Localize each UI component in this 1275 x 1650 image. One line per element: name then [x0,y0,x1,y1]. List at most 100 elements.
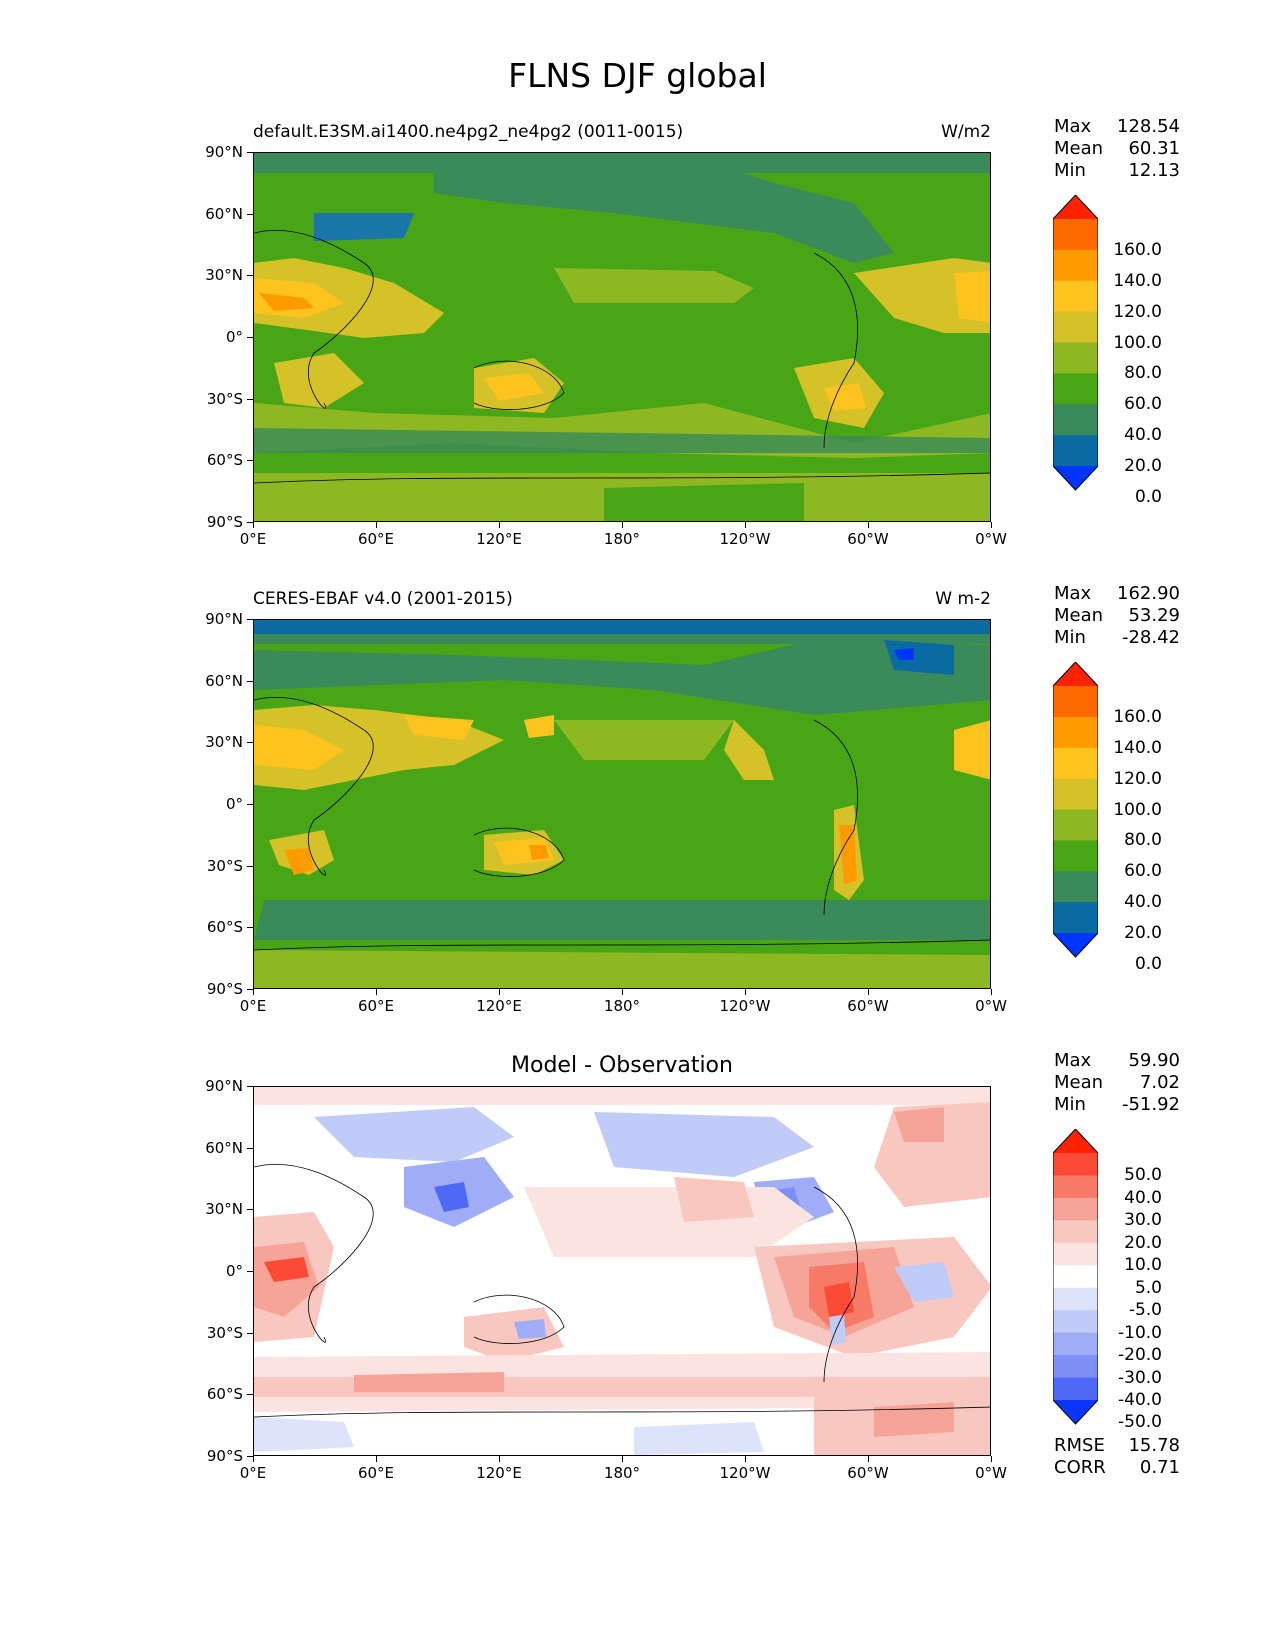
x-tick-label: 60°E [357,530,395,548]
colorbar-tick-label: 80.0 [1124,830,1162,851]
y-tick-label: 30°N [205,1200,243,1219]
x-tick-label: 180° [603,1464,641,1482]
y-tick-label: 90°S [206,1447,243,1465]
x-tick-mark [376,522,377,528]
colorbar-segment [1053,1287,1098,1311]
colorbar-tick-label: 50.0 [1124,1165,1162,1186]
x-tick-label: 0°E [239,997,267,1015]
stat-mean-label: Mean [1054,138,1104,159]
stat-mean-label: Mean [1054,605,1104,626]
metrics-box: RMSE 15.78 CORR 0.71 [1054,1435,1180,1479]
x-tick-label: 120°W [719,997,771,1015]
x-tick-mark [499,989,500,995]
x-tick-mark [991,1456,992,1462]
stat-mean: 7.02 [1139,1072,1180,1093]
x-tick-mark [991,989,992,995]
colorbar-segment [1053,778,1098,810]
colorbar-segment [1053,686,1098,718]
colorbar-segment [1053,249,1098,282]
colorbar-tick-label: 20.0 [1124,1232,1162,1253]
map-model-field [254,153,990,521]
stat-min-label: Min [1054,627,1086,648]
colorbar-tick-label: 20.0 [1124,923,1162,943]
x-tick-mark [253,989,254,995]
colorbar-segment [1053,1377,1098,1401]
y-tick-label: 90°S [206,513,243,531]
y-tick-mark [247,1086,253,1087]
x-tick-mark [622,1456,623,1462]
y-tick-label: 60°S [206,1385,243,1404]
x-tick-mark [868,522,869,528]
rmse-value: 15.78 [1128,1435,1180,1456]
colorbar-segment [1053,1332,1098,1356]
map-model [253,152,991,522]
y-tick-mark [247,989,253,990]
x-tick-mark [376,989,377,995]
colorbar-tick-label: 20.0 [1124,456,1162,476]
colorbar-segment [1053,1242,1098,1266]
colorbar-tick-label: 80.0 [1124,363,1162,384]
colorbar-segment [1053,1220,1098,1244]
colorbar-tick-label: 10.0 [1124,1255,1162,1276]
map-difference [253,1086,991,1456]
colorbar-segment [1053,373,1098,405]
x-tick-label: 120°E [476,997,522,1015]
y-tick-mark [247,213,253,215]
colorbar-tick-label: -30.0 [1118,1367,1162,1388]
panel-observation: CERES-EBAF v4.0 (2001-2015) W m-2 [0,0,1275,989]
colorbar-tick-label: 0.0 [1134,486,1162,507]
x-tick-label: 0°W [975,997,1007,1015]
x-tick-label: 120°W [719,530,771,548]
colorbar-tick-label: 0.0 [1134,953,1162,974]
colorbar-segment [1053,871,1098,903]
y-tick-mark [247,865,253,867]
colorbar-segment [1053,747,1098,780]
y-tick-mark [247,1394,253,1396]
colorbar-tick-label: 120.0 [1113,768,1162,789]
colorbar-extend-bottom [1053,1400,1098,1424]
x-tick-label: 180° [603,997,641,1015]
x-tick-label: 60°W [847,530,889,548]
x-tick-mark [499,1456,500,1462]
stat-mean: 53.29 [1128,605,1180,626]
y-tick-mark [247,337,253,338]
x-tick-mark [499,522,500,528]
stat-max: 59.90 [1128,1050,1180,1071]
y-tick-mark [247,1147,253,1149]
colorbar-tick-label: 40.0 [1124,892,1162,913]
x-tick-label: 0°E [239,1464,267,1482]
y-tick-mark [247,522,253,523]
x-tick-label: 60°W [847,1464,889,1482]
colorbar-segment [1053,902,1098,934]
x-tick-label: 180° [603,530,641,548]
y-tick-mark [247,398,253,400]
y-tick-label: 30°N [205,733,243,752]
y-tick-label: 90°N [205,143,243,161]
stat-mean-label: Mean [1054,1072,1104,1093]
x-tick-mark [868,989,869,995]
y-tick-mark [247,152,253,153]
panel-subtitle-left: default.E3SM.ai1400.ne4pg2_ne4pg2 (0011-… [253,122,684,142]
x-tick-label: 0°W [975,530,1007,548]
y-tick-label: 30°S [206,1323,243,1342]
x-tick-label: 120°W [719,1464,771,1482]
map-observation [253,619,991,989]
x-tick-label: 0°W [975,1464,1007,1482]
y-tick-mark [247,460,253,462]
colorbar-segment [1053,1310,1098,1334]
y-tick-mark [247,1332,253,1334]
y-tick-label: 30°N [205,266,243,285]
panel-difference: Model - Observation [0,0,1275,1478]
x-tick-mark [622,522,623,528]
stat-min: -28.42 [1121,627,1180,648]
colorbar-tick-label: -5.0 [1128,1300,1162,1321]
y-tick-label: 60°S [206,451,243,470]
corr-label: CORR [1054,1457,1106,1478]
y-tick-mark [247,1271,253,1272]
colorbar-segment [1053,311,1098,343]
colorbar-segment [1053,404,1098,436]
colorbar-extend-bottom [1053,466,1098,490]
y-tick-label: 0° [225,1262,243,1280]
colorbar-segment [1053,1265,1098,1289]
x-tick-mark [376,1456,377,1462]
